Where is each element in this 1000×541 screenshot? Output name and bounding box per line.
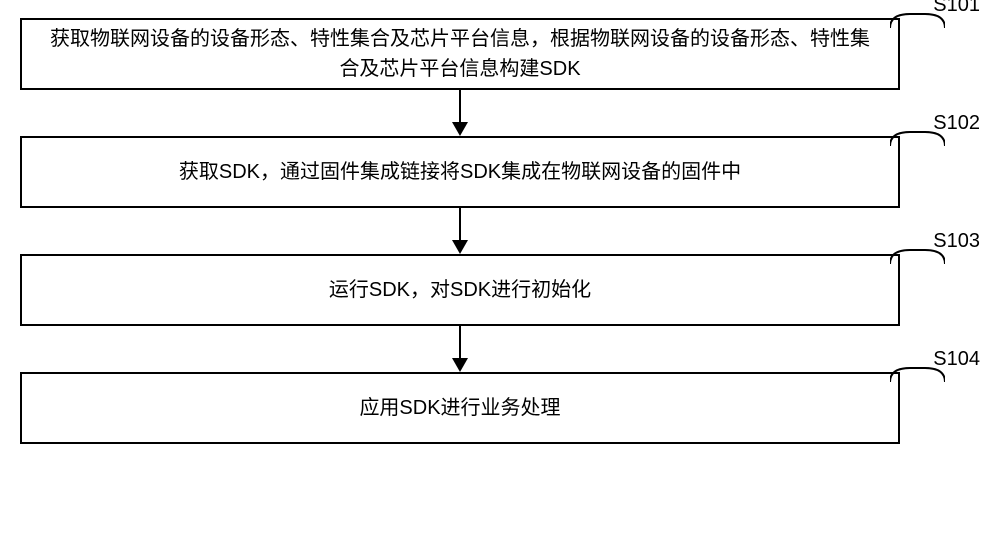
arrow-line-3 [459, 326, 461, 360]
step-container-1: S101 获取物联网设备的设备形态、特性集合及芯片平台信息，根据物联网设备的设备… [20, 18, 980, 90]
arrow-head-1 [452, 122, 468, 136]
step-label-2: S102 [933, 112, 980, 135]
step-label-3: S103 [933, 230, 980, 253]
step-text-1: 获取物联网设备的设备形态、特性集合及芯片平台信息，根据物联网设备的设备形态、特性… [42, 24, 878, 84]
arrow-head-2 [452, 240, 468, 254]
arrow-line-1 [459, 90, 461, 124]
step-label-4: S104 [933, 348, 980, 371]
arrow-1 [20, 90, 900, 136]
arrow-3 [20, 326, 900, 372]
step-text-3: 运行SDK，对SDK进行初始化 [329, 275, 591, 305]
step-box-3: 运行SDK，对SDK进行初始化 [20, 254, 900, 326]
arrow-line-2 [459, 208, 461, 242]
step-container-2: S102 获取SDK，通过固件集成链接将SDK集成在物联网设备的固件中 [20, 136, 980, 208]
arrow-head-3 [452, 358, 468, 372]
step-box-2: 获取SDK，通过固件集成链接将SDK集成在物联网设备的固件中 [20, 136, 900, 208]
step-label-1: S101 [933, 0, 980, 17]
step-box-4: 应用SDK进行业务处理 [20, 372, 900, 444]
step-text-2: 获取SDK，通过固件集成链接将SDK集成在物联网设备的固件中 [179, 157, 741, 187]
step-container-4: S104 应用SDK进行业务处理 [20, 372, 980, 444]
step-container-3: S103 运行SDK，对SDK进行初始化 [20, 254, 980, 326]
flowchart-container: S101 获取物联网设备的设备形态、特性集合及芯片平台信息，根据物联网设备的设备… [20, 18, 980, 444]
step-text-4: 应用SDK进行业务处理 [359, 393, 560, 423]
arrow-2 [20, 208, 900, 254]
step-box-1: 获取物联网设备的设备形态、特性集合及芯片平台信息，根据物联网设备的设备形态、特性… [20, 18, 900, 90]
